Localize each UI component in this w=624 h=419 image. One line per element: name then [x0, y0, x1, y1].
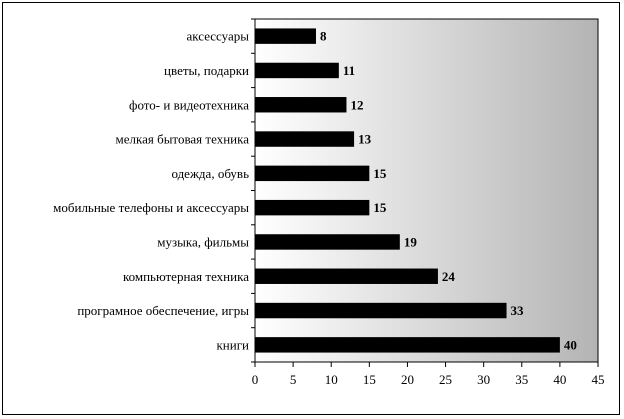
category-label: книги [216, 337, 249, 352]
category-label: компьютерная техника [123, 269, 249, 284]
x-tick-label: 35 [515, 372, 528, 387]
bar [255, 337, 560, 353]
category-label: мобильные телефоны и аксессуары [53, 200, 249, 215]
data-label: 11 [343, 63, 355, 78]
data-label: 40 [564, 337, 577, 352]
category-label: аксессуары [187, 29, 250, 44]
bar [255, 62, 339, 79]
data-label: 33 [511, 303, 525, 318]
data-label: 19 [404, 234, 418, 249]
x-tick-label: 5 [290, 372, 297, 387]
data-label: 13 [358, 132, 372, 147]
x-tick-label: 0 [252, 372, 259, 387]
data-label: 24 [442, 269, 456, 284]
x-tick-label: 30 [477, 372, 490, 387]
x-tick-label: 25 [439, 372, 452, 387]
data-label: 8 [320, 29, 327, 44]
category-label: музыка, фильмы [157, 234, 249, 249]
x-tick-label: 45 [592, 372, 605, 387]
bar [255, 165, 370, 182]
bar [255, 199, 370, 216]
bar [255, 97, 347, 113]
x-tick-label: 20 [401, 372, 414, 387]
category-label: цветы, подарки [164, 63, 249, 78]
bar [255, 234, 400, 250]
category-label: фото- и видеотехника [129, 97, 249, 112]
bar [255, 302, 507, 319]
bar [255, 28, 316, 44]
data-label: 12 [350, 97, 363, 112]
x-tick-label: 10 [325, 372, 338, 387]
x-tick-label: 40 [553, 372, 566, 387]
bars-layer: 8 11 12 13 15 15 19 24 33 40 [255, 28, 577, 353]
category-label: мелкая бытовая техника [115, 132, 249, 147]
bar [255, 131, 355, 147]
data-label: 15 [373, 166, 387, 181]
x-tick-label: 15 [363, 372, 376, 387]
category-label: програмное обеспечение, игры [77, 303, 249, 318]
data-label: 15 [373, 200, 387, 215]
y-axis: аксессуары цветы, подарки фото- и видеотех… [53, 18, 255, 363]
x-axis: 0 5 10 15 20 25 30 35 40 45 [252, 362, 605, 387]
bar [255, 268, 438, 284]
category-label: одежда, обувь [171, 166, 249, 181]
